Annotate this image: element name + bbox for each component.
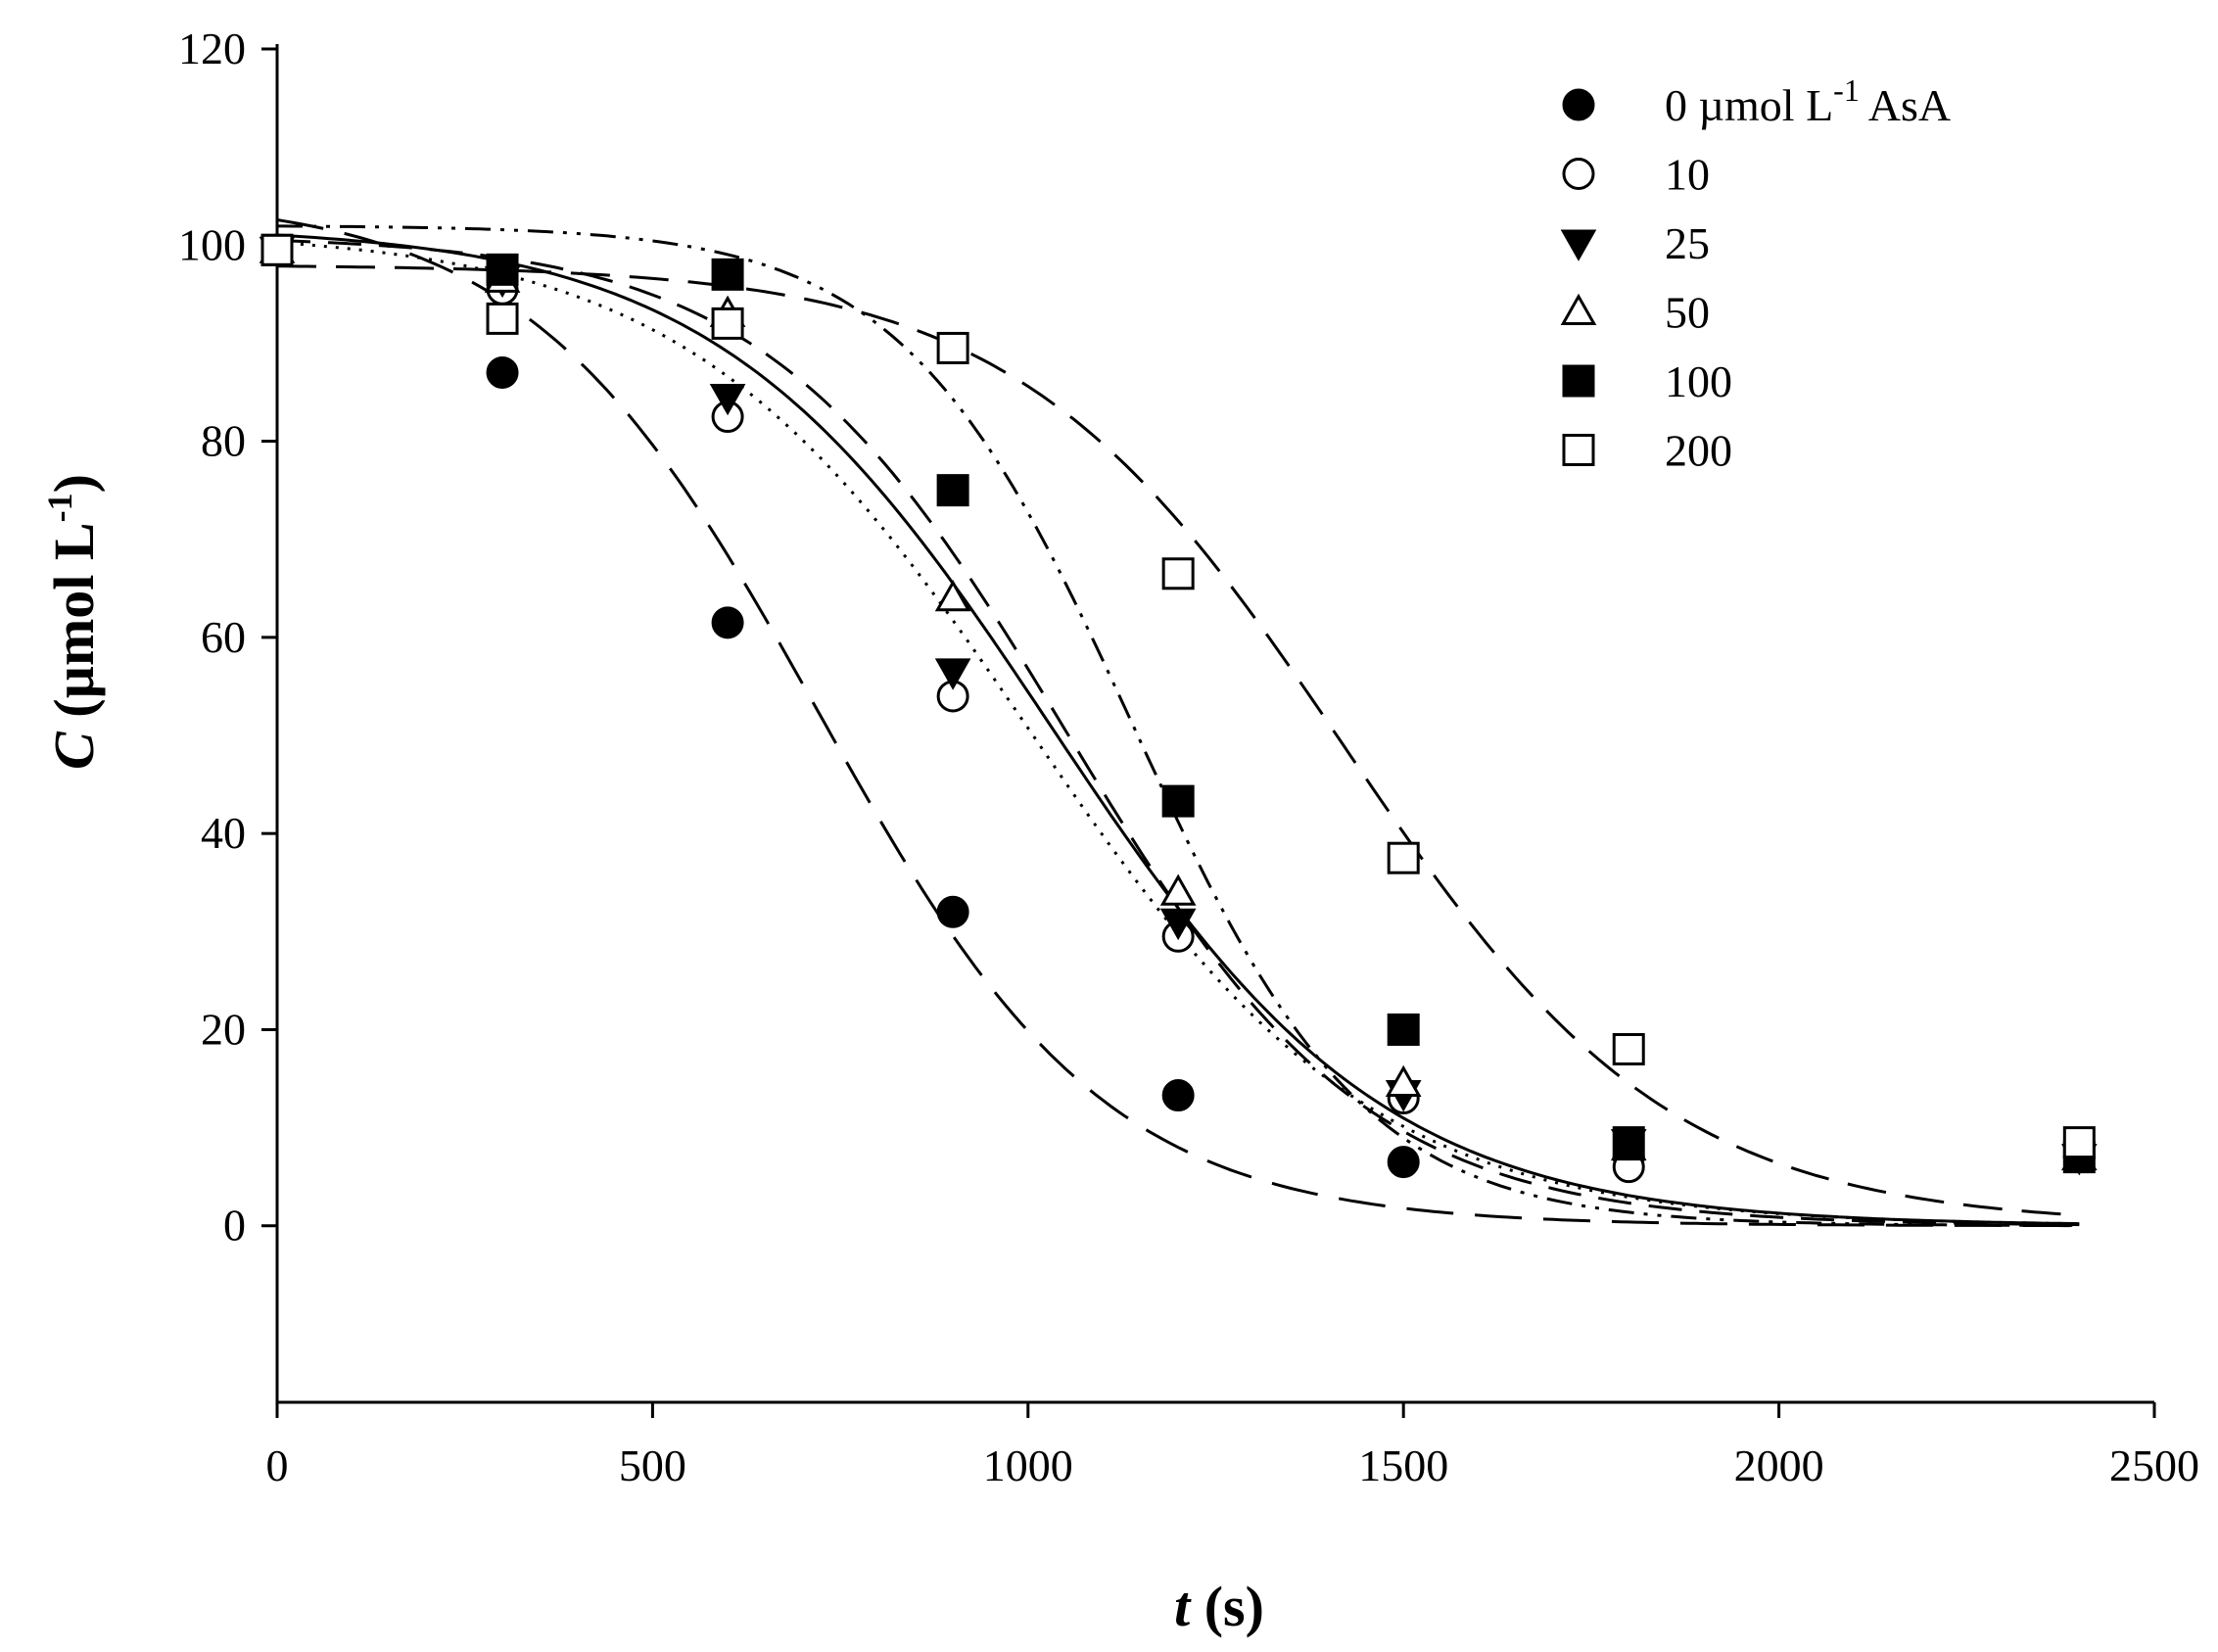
legend: 0 µmol L-1 AsA 10 25 50 100 200: [1560, 72, 1951, 476]
legend-label-200: 200: [1665, 426, 1732, 476]
data-point-0-300: [486, 355, 519, 389]
data-point-50-900: [934, 580, 971, 612]
data-markers: [259, 231, 2098, 1184]
legend-marker-10: [1562, 158, 1595, 190]
data-point-100-1500: [1387, 1013, 1420, 1046]
y-tick-label: 80: [201, 416, 246, 466]
data-point-0-1200: [1161, 1079, 1195, 1112]
fit-curve-200: [276, 264, 2080, 1217]
data-point-200-1800: [1612, 1032, 1645, 1065]
y-axis-unit-sup: -1: [40, 493, 79, 522]
data-point-200-900: [936, 331, 969, 364]
y-tick-label: 40: [201, 808, 246, 858]
y-tick-label: 20: [201, 1004, 246, 1054]
y-tick-label: 120: [178, 24, 246, 73]
data-point-0-600: [711, 606, 744, 639]
axes: 0 20 40 60 80 100 120 0 500 1000 1500 2000 2500: [178, 24, 2199, 1490]
x-axis-title: t (s): [1174, 1575, 1264, 1638]
legend-label-0: 0 µmol L-1 AsA: [1665, 72, 1951, 130]
legend-label-sup: -1: [1833, 72, 1860, 108]
data-point-200-1500: [1387, 841, 1420, 874]
x-tick-label: 0: [266, 1440, 289, 1490]
y-axis-title: C (µmol L-1): [40, 474, 106, 770]
data-point-50-1500: [1385, 1064, 1422, 1098]
x-tick-label: 2000: [1734, 1440, 1824, 1490]
x-tick-label: 2500: [2109, 1440, 2199, 1490]
y-axis-unit: (µmol L: [42, 522, 106, 732]
y-tick-label: 100: [178, 219, 246, 269]
fit-curve-50: [276, 239, 2080, 1227]
fit-curve-0: [276, 218, 2080, 1228]
y-axis-var: C: [42, 731, 106, 770]
data-point-200-2400: [2062, 1126, 2096, 1159]
x-tick-label: 1500: [1358, 1440, 1448, 1490]
data-point-100-600: [711, 258, 744, 291]
legend-label-50: 50: [1665, 288, 1710, 338]
fit-curve-25: [276, 233, 2080, 1226]
fit-curves: [276, 218, 2080, 1228]
x-axis-unit: (s): [1190, 1575, 1264, 1638]
y-tick-label: 60: [201, 612, 246, 662]
legend-label-unit: 0 µmol L: [1665, 80, 1833, 130]
legend-label-100: 100: [1665, 356, 1732, 406]
data-point-25-600: [709, 384, 746, 416]
legend-label-suffix: AsA: [1860, 80, 1951, 130]
data-point-100-900: [936, 474, 969, 507]
data-point-200-300: [486, 302, 519, 335]
x-axis-var: t: [1174, 1575, 1192, 1638]
legend-marker-0: [1562, 88, 1595, 121]
legend-marker-100: [1562, 364, 1595, 398]
legend-label-25: 25: [1665, 218, 1710, 268]
data-point-200-600: [711, 307, 744, 340]
data-point-50-1200: [1159, 873, 1197, 906]
data-point-25-900: [934, 658, 971, 690]
data-point-200-0: [260, 233, 294, 266]
data-point-25-1200: [1159, 908, 1197, 941]
data-point-0-1500: [1387, 1146, 1420, 1179]
legend-label-10: 10: [1665, 150, 1710, 200]
y-tick-label: 0: [223, 1201, 246, 1251]
x-tick-label: 1000: [983, 1440, 1073, 1490]
data-point-0-900: [936, 895, 969, 928]
x-tick-label: 500: [619, 1440, 686, 1490]
y-axis-unit-close: ): [42, 474, 106, 493]
legend-marker-200: [1562, 434, 1595, 466]
data-point-100-1800: [1612, 1126, 1645, 1159]
fit-curve-100: [277, 224, 2080, 1227]
data-point-100-1200: [1161, 784, 1195, 818]
data-point-200-1200: [1161, 557, 1195, 590]
fit-curve-10: [276, 241, 2080, 1226]
legend-marker-50: [1560, 293, 1597, 325]
data-point-100-300: [486, 253, 519, 286]
legend-marker-25: [1560, 229, 1597, 261]
